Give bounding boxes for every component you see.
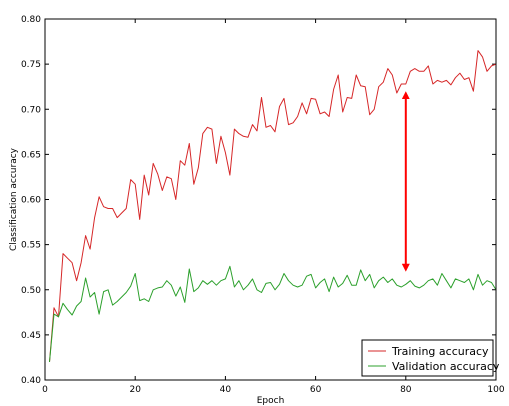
y-tick-label: 0.65 <box>21 150 41 160</box>
y-tick-label: 0.75 <box>21 60 41 70</box>
plot-frame <box>44 18 497 381</box>
training-accuracy-line <box>49 50 497 363</box>
y-tick-label: 0.80 <box>21 15 41 25</box>
y-tick-label: 0.70 <box>21 105 41 115</box>
x-tick-label: 80 <box>400 385 412 395</box>
legend-label-validation: Validation accuracy <box>392 360 500 373</box>
x-tick-label: 40 <box>220 385 232 395</box>
x-axis-label: Epoch <box>257 396 285 406</box>
legend: Training accuracy Validation accuracy <box>361 339 500 377</box>
plot-area <box>45 19 496 380</box>
legend-box <box>361 339 494 377</box>
y-axis-label: Classification accuracy <box>9 147 19 251</box>
x-tick-label: 60 <box>310 385 322 395</box>
y-tick-label: 0.45 <box>21 331 41 341</box>
y-tick-label: 0.50 <box>21 286 41 296</box>
y-tick-label: 0.60 <box>21 196 41 206</box>
legend-label-training: Training accuracy <box>391 345 489 358</box>
y-tick-label: 0.55 <box>21 241 41 251</box>
x-tick-label: 0 <box>42 385 48 395</box>
series-layer <box>49 50 497 363</box>
y-tick-label: 0.40 <box>21 376 41 386</box>
validation-accuracy-line <box>49 265 497 363</box>
x-tick-label: 20 <box>129 385 141 395</box>
x-tick-label: 100 <box>487 385 504 395</box>
y-axis-ticks: 0.40 0.45 0.50 0.55 0.60 0.65 0.70 0.75 0.80 <box>21 15 496 386</box>
